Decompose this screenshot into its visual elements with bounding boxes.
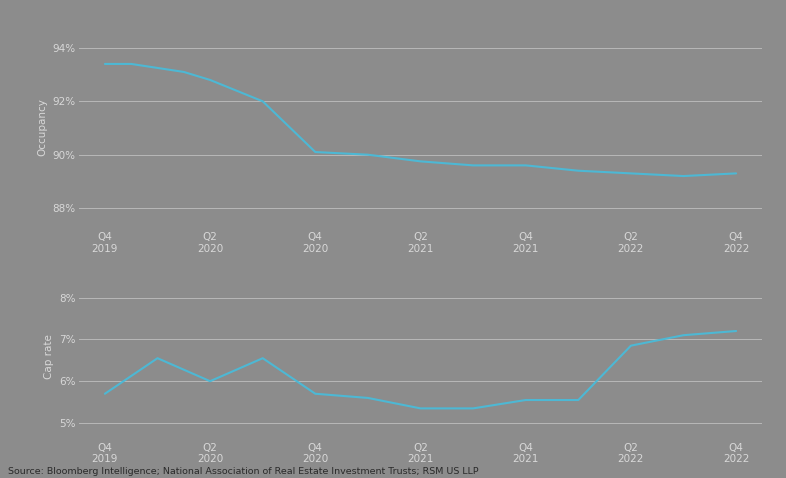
Y-axis label: Occupancy: Occupancy [37, 98, 47, 156]
Text: Source: Bloomberg Intelligence; National Association of Real Estate Investment T: Source: Bloomberg Intelligence; National… [8, 467, 479, 476]
Y-axis label: Cap rate: Cap rate [44, 334, 53, 379]
